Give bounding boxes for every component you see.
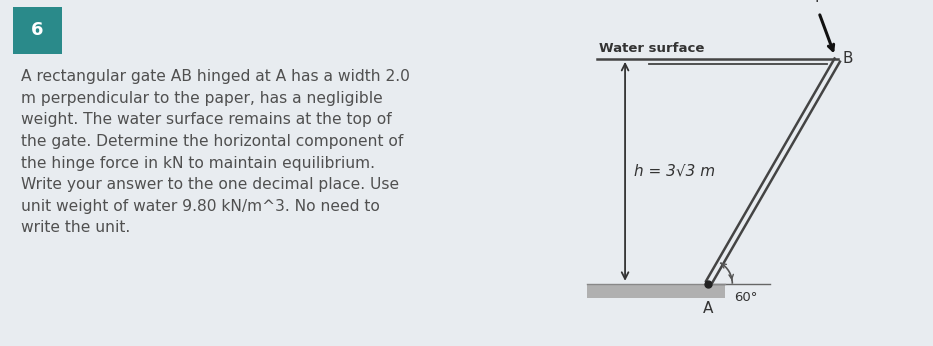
- Text: h = 3√3 m: h = 3√3 m: [634, 164, 715, 179]
- FancyBboxPatch shape: [13, 7, 63, 54]
- Bar: [587, 284, 726, 298]
- Text: B: B: [842, 52, 853, 66]
- Text: 6: 6: [32, 21, 44, 39]
- Text: A rectangular gate AB hinged at A has a width 2.0
m perpendicular to the paper, : A rectangular gate AB hinged at A has a …: [21, 69, 410, 235]
- Text: Water surface: Water surface: [599, 42, 704, 55]
- Text: P: P: [815, 0, 824, 5]
- Text: A: A: [703, 301, 714, 316]
- Text: 60°: 60°: [734, 291, 758, 304]
